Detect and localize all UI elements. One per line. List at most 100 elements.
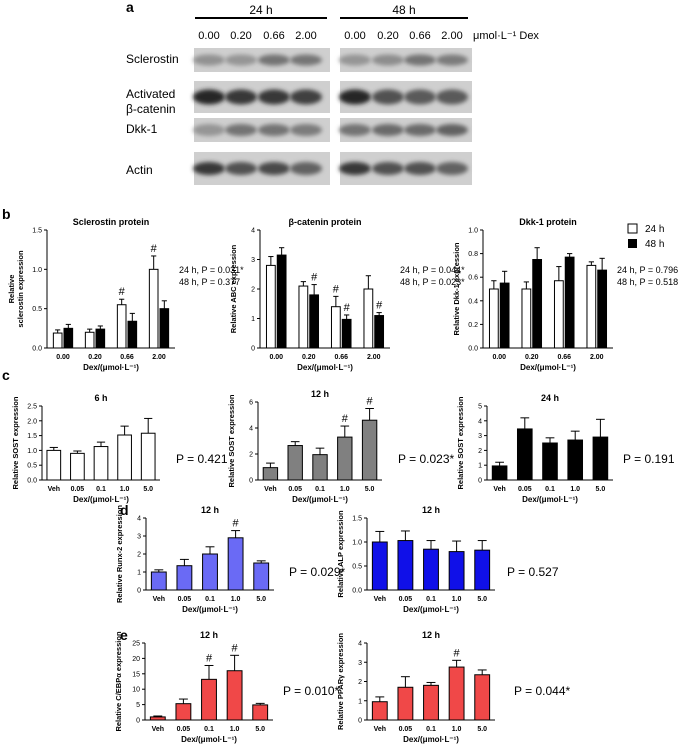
p-value: P = 0.421 <box>176 452 228 466</box>
x-axis-label: Dex/(μmol·L⁻¹) <box>297 363 353 372</box>
p-value: P = 0.029* <box>289 565 345 579</box>
bar <box>84 331 95 349</box>
blot-band <box>404 124 436 136</box>
x-tick-label: 0.05 <box>71 486 85 493</box>
chart-d1: 12 h 0 1 2 3 4 Relative Runx-2 expression Veh 0.… <box>115 505 345 614</box>
panel-label-d: d <box>120 502 129 518</box>
bar <box>586 264 597 349</box>
blot-band <box>258 54 290 66</box>
y-tick-label: 2 <box>249 452 253 459</box>
x-tick-label: 0.20 <box>525 354 539 361</box>
blot-band <box>436 89 468 105</box>
blot-band <box>225 54 257 66</box>
y-tick-label: 0.0 <box>352 588 362 595</box>
y-tick-label: 4 <box>358 641 362 648</box>
y-tick-label: 1.0 <box>32 267 42 274</box>
bar <box>202 553 218 591</box>
blot-band <box>436 162 468 175</box>
bar <box>592 436 609 481</box>
y-tick-label: 3 <box>137 534 141 541</box>
significance-mark: # <box>344 302 351 314</box>
y-tick-label: 25 <box>132 641 140 648</box>
bar <box>298 285 309 349</box>
y-tick-label: 1 <box>478 463 482 470</box>
y-tick-label: 0.0 <box>468 346 478 353</box>
bar <box>140 432 156 481</box>
x-tick-label: 0.1 <box>204 726 214 733</box>
x-tick-label: 0.00 <box>56 354 70 361</box>
x-tick-label: Veh <box>153 596 165 603</box>
bar <box>276 254 287 349</box>
x-tick-label: 2.00 <box>152 354 166 361</box>
bar <box>312 454 328 481</box>
x-tick-label: 0.05 <box>178 596 192 603</box>
y-axis-label: Relative C/EBPα expression <box>114 631 123 731</box>
bar <box>148 268 159 349</box>
dose-label: 0.20 <box>377 30 398 42</box>
y-tick-label: 10 <box>132 687 140 694</box>
bar <box>149 716 166 721</box>
panel-label-c: c <box>2 367 10 383</box>
dose-label: 2.00 <box>295 30 316 42</box>
dose-label: 2.00 <box>441 30 462 42</box>
p-value: 24 h, P = 0.044* <box>400 265 465 275</box>
x-tick-label: 0.20 <box>88 354 102 361</box>
chart-title: 12 h <box>201 505 219 515</box>
y-tick-label: 2.0 <box>27 418 37 425</box>
legend: 24 h 48 h <box>627 223 664 250</box>
chart-title: 6 h <box>94 393 107 403</box>
blot-row-label: β-catenin <box>126 102 176 116</box>
x-tick-label: 0.05 <box>399 726 413 733</box>
blot-band <box>436 124 468 136</box>
x-tick-label: 1.0 <box>340 486 350 493</box>
blot-band <box>339 124 371 136</box>
x-tick-label: 0.1 <box>545 486 555 493</box>
bar <box>542 442 558 481</box>
x-tick-label: Veh <box>374 596 386 603</box>
bar <box>474 674 491 721</box>
chart-b1: Sclerostin protein 0.0 0.5 1.0 1.5 Relative sc… <box>7 217 244 372</box>
y-tick-label: 2 <box>251 287 255 294</box>
x-tick-label: 2.00 <box>367 354 381 361</box>
y-axis-label: Relative <box>7 275 16 304</box>
chart-title: 12 h <box>422 630 440 640</box>
chart-b2: β-catenin protein 0 1 2 3 4 Relative ABC expre… <box>229 217 465 372</box>
x-tick-label: 5.0 <box>256 596 266 603</box>
p-value: 48 h, P = 0.518 <box>617 277 678 287</box>
panel-label-b: b <box>2 206 11 222</box>
dose-label: 0.00 <box>198 30 219 42</box>
y-tick-label: 0.8 <box>468 251 478 258</box>
blot-band <box>193 54 225 66</box>
y-tick-label: 0.2 <box>468 322 478 329</box>
blot-band <box>339 162 371 175</box>
x-tick-label: 5.0 <box>596 486 606 493</box>
blot-band <box>193 124 225 136</box>
x-tick-label: 0.05 <box>177 726 191 733</box>
bar <box>262 467 279 481</box>
western-blot-panel: 24 h 48 h 0.00 0.20 0.66 2.00 0.00 0.20 0.66 2.… <box>126 3 539 185</box>
x-tick-label: Veh <box>493 486 505 493</box>
y-tick-label: 3 <box>478 433 482 440</box>
p-value: P = 0.191 <box>623 452 675 466</box>
x-axis-label: Dex/(μmol·L⁻¹) <box>403 735 459 744</box>
x-tick-label: 0.66 <box>334 354 348 361</box>
blot-band <box>404 54 436 66</box>
x-tick-label: 0.05 <box>518 486 532 493</box>
blot-band <box>404 89 436 105</box>
dose-label: 0.00 <box>344 30 365 42</box>
y-axis-label: Relative SOST expression <box>456 396 465 489</box>
y-axis-label: Relative ALP expression <box>336 510 345 598</box>
x-axis-label: Dex/(μmol·L⁻¹) <box>292 495 348 504</box>
y-tick-label: 1.5 <box>32 228 42 235</box>
dose-unit-label: μmol·L⁻¹ Dex <box>473 30 539 42</box>
panel-label-a: a <box>126 0 134 15</box>
x-tick-label: 5.0 <box>255 726 265 733</box>
blot-band <box>404 162 436 175</box>
bar <box>363 288 374 349</box>
bar <box>46 449 62 481</box>
bar <box>564 256 575 349</box>
x-tick-label: 0.00 <box>492 354 506 361</box>
x-tick-label: 1.0 <box>570 486 580 493</box>
y-tick-label: 1.5 <box>352 516 362 523</box>
